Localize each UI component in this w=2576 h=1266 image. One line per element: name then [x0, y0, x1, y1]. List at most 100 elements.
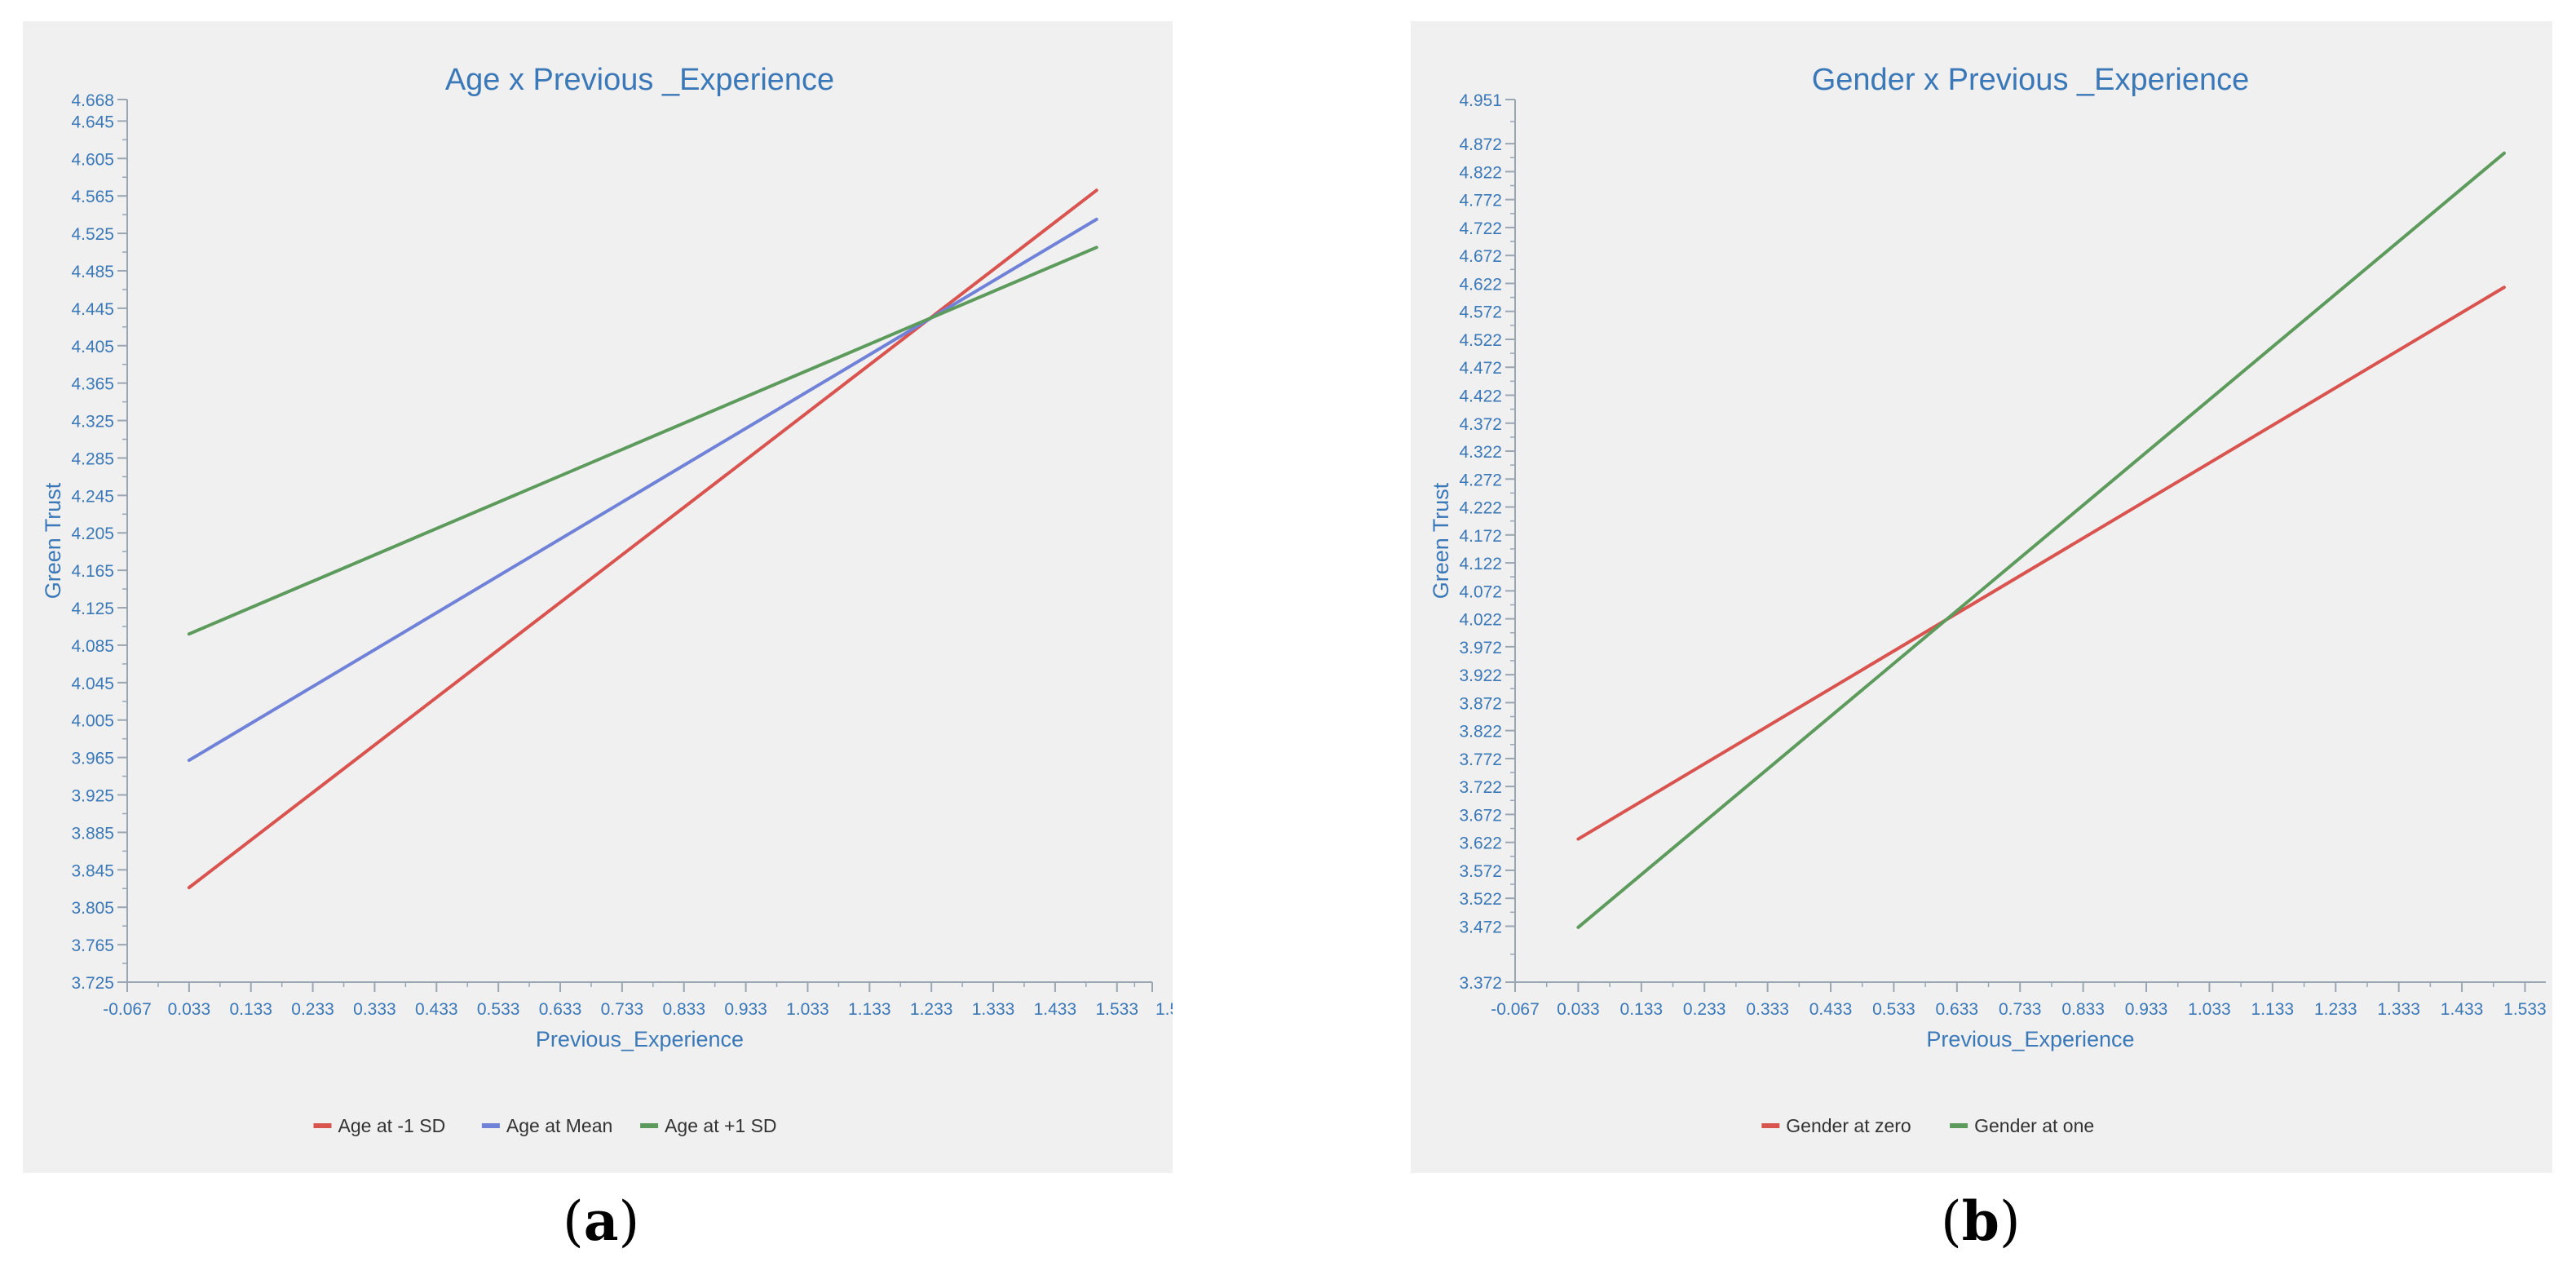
x-tick-label: 0.233: [291, 1000, 334, 1019]
x-tick-label: 0.433: [1809, 1000, 1853, 1019]
x-tick-label: 0.033: [168, 1000, 211, 1019]
series-line-age-at-1-sd: [187, 246, 1098, 636]
x-tick-label: 0.133: [1620, 1000, 1664, 1019]
y-tick-label: 4.365: [71, 375, 114, 394]
x-tick-label: 1.133: [2251, 1000, 2295, 1019]
chart-svg-b: Gender x Previous _Experience 3.372 3.472 3…: [1429, 63, 2547, 1136]
chart-panel-a: Age x Previous _Experience 3.725 3.765 3.80…: [23, 21, 1173, 1173]
y-tick-label: 3.965: [71, 750, 114, 768]
series-line-gender-at-one: [1576, 151, 2506, 929]
y-tick-label: 4.622: [1459, 275, 1502, 294]
x-tick-label: 1.133: [848, 1000, 891, 1019]
y-tick-label: 4.372: [1459, 415, 1502, 434]
x-tick-label: 1.533: [2503, 1000, 2547, 1019]
y-tick-label: 3.922: [1459, 666, 1502, 685]
y-tick-label: 3.372: [1459, 974, 1502, 993]
legend: Age at -1 SD Age at Mean Age at +1 SD: [313, 1115, 777, 1136]
x-tick-label: 0.733: [1999, 1000, 2042, 1019]
x-tick-label: 1.233: [910, 1000, 953, 1019]
y-tick-label: 4.222: [1459, 499, 1502, 518]
chart-panel-b: Gender x Previous _Experience 3.372 3.472 3…: [1411, 21, 2552, 1173]
legend-label: Gender at zero: [1786, 1115, 1911, 1136]
y-tick-label: 3.885: [71, 824, 114, 843]
y-tick-label: 4.572: [1459, 303, 1502, 322]
y-tick-label: 3.472: [1459, 918, 1502, 936]
y-tick-label: 4.645: [71, 113, 114, 131]
y-tick-label: 4.445: [71, 300, 114, 319]
y-tick-label: 4.272: [1459, 471, 1502, 489]
y-tick-label: 4.872: [1459, 135, 1502, 154]
y-tick-label: 3.845: [71, 861, 114, 880]
x-tick-label: 0.233: [1683, 1000, 1726, 1019]
x-tick-label: 0.033: [1557, 1000, 1600, 1019]
y-tick-label: 4.072: [1459, 582, 1502, 601]
y-tick-label: 3.572: [1459, 862, 1502, 881]
subfigure-label-b: (b): [1941, 1189, 2021, 1253]
x-tick-label: 0.933: [724, 1000, 767, 1019]
y-tick-label: 3.972: [1459, 639, 1502, 657]
chart-title: Age x Previous _Experience: [445, 63, 834, 97]
x-tick-label: 1.433: [1034, 1000, 1077, 1019]
series-line-gender-at-zero: [1576, 286, 2506, 841]
y-tick-label: 4.672: [1459, 247, 1502, 266]
x-tick-label: 0.933: [2125, 1000, 2168, 1019]
x-tick-label: 0.533: [1872, 1000, 1915, 1019]
y-tick-label: 4.422: [1459, 387, 1502, 405]
x-tick-label: 1.333: [972, 1000, 1015, 1019]
x-tick-label: 0.733: [601, 1000, 644, 1019]
y-tick-label: 4.165: [71, 562, 114, 581]
y-tick-label: 3.772: [1459, 750, 1502, 769]
x-tick-label: 0.433: [415, 1000, 458, 1019]
legend-label: Age at -1 SD: [338, 1115, 446, 1136]
y-tick-label: 3.805: [71, 899, 114, 918]
x-tick-label: -0.067: [1491, 1000, 1540, 1019]
y-tick-label: 4.722: [1459, 219, 1502, 238]
legend-label: Age at +1 SD: [665, 1115, 776, 1136]
x-tick-label: 1.233: [2314, 1000, 2357, 1019]
y-tick-label: 4.322: [1459, 443, 1502, 462]
y-tick-label: 4.022: [1459, 611, 1502, 630]
x-tick-label: 0.833: [662, 1000, 705, 1019]
legend-label: Gender at one: [1974, 1115, 2094, 1136]
x-tick-label: 0.133: [229, 1000, 272, 1019]
y-tick-label: 4.172: [1459, 527, 1502, 546]
y-tick-label: 4.405: [71, 338, 114, 356]
x-tick-label: 1.333: [2377, 1000, 2420, 1019]
y-tick-label: 4.772: [1459, 192, 1502, 210]
y-tick-label: 3.822: [1459, 723, 1502, 741]
chart-svg-a: Age x Previous _Experience 3.725 3.765 3.80…: [41, 63, 1173, 1136]
x-tick-label: 0.833: [2061, 1000, 2105, 1019]
x-axis-title: Previous_Experience: [536, 1027, 744, 1051]
y-tick-label: 3.872: [1459, 694, 1502, 713]
y-tick-label: 4.285: [71, 449, 114, 468]
y-tick-label: 4.472: [1459, 359, 1502, 378]
y-tick-label: 4.565: [71, 188, 114, 206]
y-tick-label: 4.325: [71, 413, 114, 432]
y-tick-label: 4.045: [71, 675, 114, 693]
y-tick-label: 3.622: [1459, 834, 1502, 853]
x-axis-title: Previous_Experience: [1926, 1027, 2134, 1051]
y-tick-label: 4.822: [1459, 163, 1502, 182]
subfigure-label-a: (a): [563, 1189, 640, 1253]
y-tick-label: 4.522: [1459, 331, 1502, 350]
x-tick-label: 1.433: [2441, 1000, 2484, 1019]
chart-title: Gender x Previous _Experience: [1812, 63, 2250, 97]
x-tick-label: 1.033: [786, 1000, 829, 1019]
legend-label: Age at Mean: [506, 1115, 612, 1136]
y-tick-label: 3.672: [1459, 806, 1502, 825]
y-tick-label: 3.765: [71, 936, 114, 955]
x-tick-label: 0.633: [539, 1000, 582, 1019]
x-tick-label: 1.59: [1155, 1000, 1173, 1019]
legend: Gender at zero Gender at one: [1761, 1115, 2094, 1136]
x-tick-label: 0.633: [1936, 1000, 1979, 1019]
x-tick-label: 0.533: [477, 1000, 520, 1019]
y-tick-label: 3.522: [1459, 890, 1502, 909]
y-tick-label: 4.085: [71, 637, 114, 656]
x-tick-label: 1.533: [1095, 1000, 1138, 1019]
y-tick-label: 4.125: [71, 600, 114, 618]
y-tick-label: 4.122: [1459, 555, 1502, 573]
x-tick-label: 0.333: [353, 1000, 396, 1019]
y-tick-label: 3.925: [71, 787, 114, 806]
y-tick-label: 4.951: [1459, 91, 1502, 110]
y-tick-label: 4.485: [71, 263, 114, 281]
